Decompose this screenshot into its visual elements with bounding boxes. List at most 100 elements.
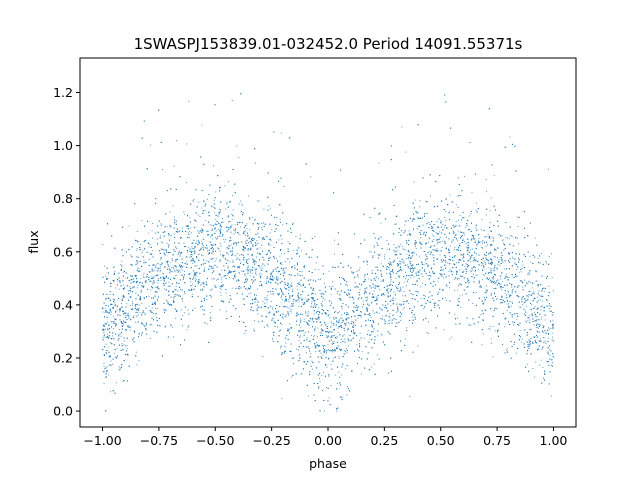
data-point [152, 282, 154, 284]
data-point [129, 329, 131, 331]
data-point [192, 283, 194, 285]
data-point [506, 294, 508, 296]
data-point [282, 292, 284, 294]
data-point [215, 230, 217, 232]
data-point [314, 268, 316, 270]
data-point [280, 297, 282, 299]
data-point [299, 297, 301, 299]
data-point [491, 262, 493, 264]
data-point [214, 228, 216, 230]
data-point [176, 140, 178, 142]
data-point [437, 293, 439, 295]
data-point [238, 203, 240, 205]
data-point [464, 265, 466, 267]
data-point [461, 258, 463, 260]
data-point [318, 306, 320, 308]
data-point [281, 262, 283, 264]
data-point [512, 256, 514, 258]
data-point [533, 291, 535, 293]
data-point [220, 289, 222, 291]
data-point [109, 294, 111, 296]
data-point [482, 333, 484, 335]
data-point [192, 262, 194, 264]
data-point [259, 272, 261, 274]
data-point [502, 239, 504, 241]
data-point [426, 332, 428, 333]
data-point [338, 356, 340, 358]
data-point [171, 326, 173, 328]
data-point [340, 341, 342, 343]
data-point [232, 195, 234, 197]
data-point [219, 287, 221, 289]
data-point [373, 363, 375, 365]
data-point [211, 288, 213, 290]
data-point [103, 383, 105, 385]
data-point [139, 312, 141, 314]
data-point [488, 252, 490, 254]
data-point [410, 277, 412, 279]
data-point [401, 258, 403, 260]
data-point [118, 369, 120, 371]
data-point [196, 240, 198, 242]
data-point [233, 229, 235, 231]
data-point [149, 243, 151, 245]
data-point [538, 340, 540, 342]
data-point [195, 272, 197, 274]
data-point [157, 286, 159, 288]
data-point [376, 299, 378, 301]
data-point [520, 341, 522, 343]
data-point [167, 285, 169, 287]
data-point [133, 315, 135, 317]
data-point [457, 285, 459, 286]
data-point [386, 240, 388, 242]
data-point [186, 182, 188, 184]
data-point [348, 321, 350, 323]
data-point [376, 243, 378, 245]
data-point [482, 274, 484, 276]
data-point [202, 242, 204, 244]
data-point [241, 203, 243, 205]
data-point [365, 296, 367, 298]
data-point [225, 208, 227, 210]
data-point [329, 340, 331, 342]
data-point [501, 235, 503, 237]
data-point [498, 329, 500, 331]
data-point [116, 309, 118, 311]
data-point [247, 265, 249, 267]
data-point [129, 286, 131, 288]
data-point [403, 260, 405, 262]
data-point [295, 235, 297, 237]
data-point [313, 335, 315, 337]
data-point [551, 323, 553, 325]
data-point [135, 351, 137, 353]
data-point [184, 213, 186, 215]
data-point [281, 298, 283, 300]
data-point [219, 225, 221, 227]
data-point [308, 324, 310, 326]
data-point [540, 359, 542, 361]
data-point [118, 288, 120, 290]
data-point [389, 273, 391, 275]
data-point [206, 260, 208, 262]
data-point [361, 351, 363, 353]
data-point [472, 237, 474, 239]
data-point [239, 234, 241, 236]
data-point [123, 284, 125, 286]
data-point [406, 264, 408, 266]
data-point [138, 256, 140, 258]
data-point [299, 321, 301, 323]
data-point [234, 224, 236, 226]
data-point [268, 205, 270, 207]
data-point [249, 275, 251, 277]
data-point [542, 366, 544, 368]
data-point [493, 283, 495, 285]
data-point [256, 288, 258, 290]
data-point [142, 324, 144, 326]
data-point [330, 293, 332, 295]
data-point [402, 248, 404, 250]
data-point [547, 168, 549, 170]
data-point [396, 215, 398, 217]
data-point [471, 192, 473, 194]
data-point [373, 245, 375, 247]
data-point [516, 269, 518, 271]
